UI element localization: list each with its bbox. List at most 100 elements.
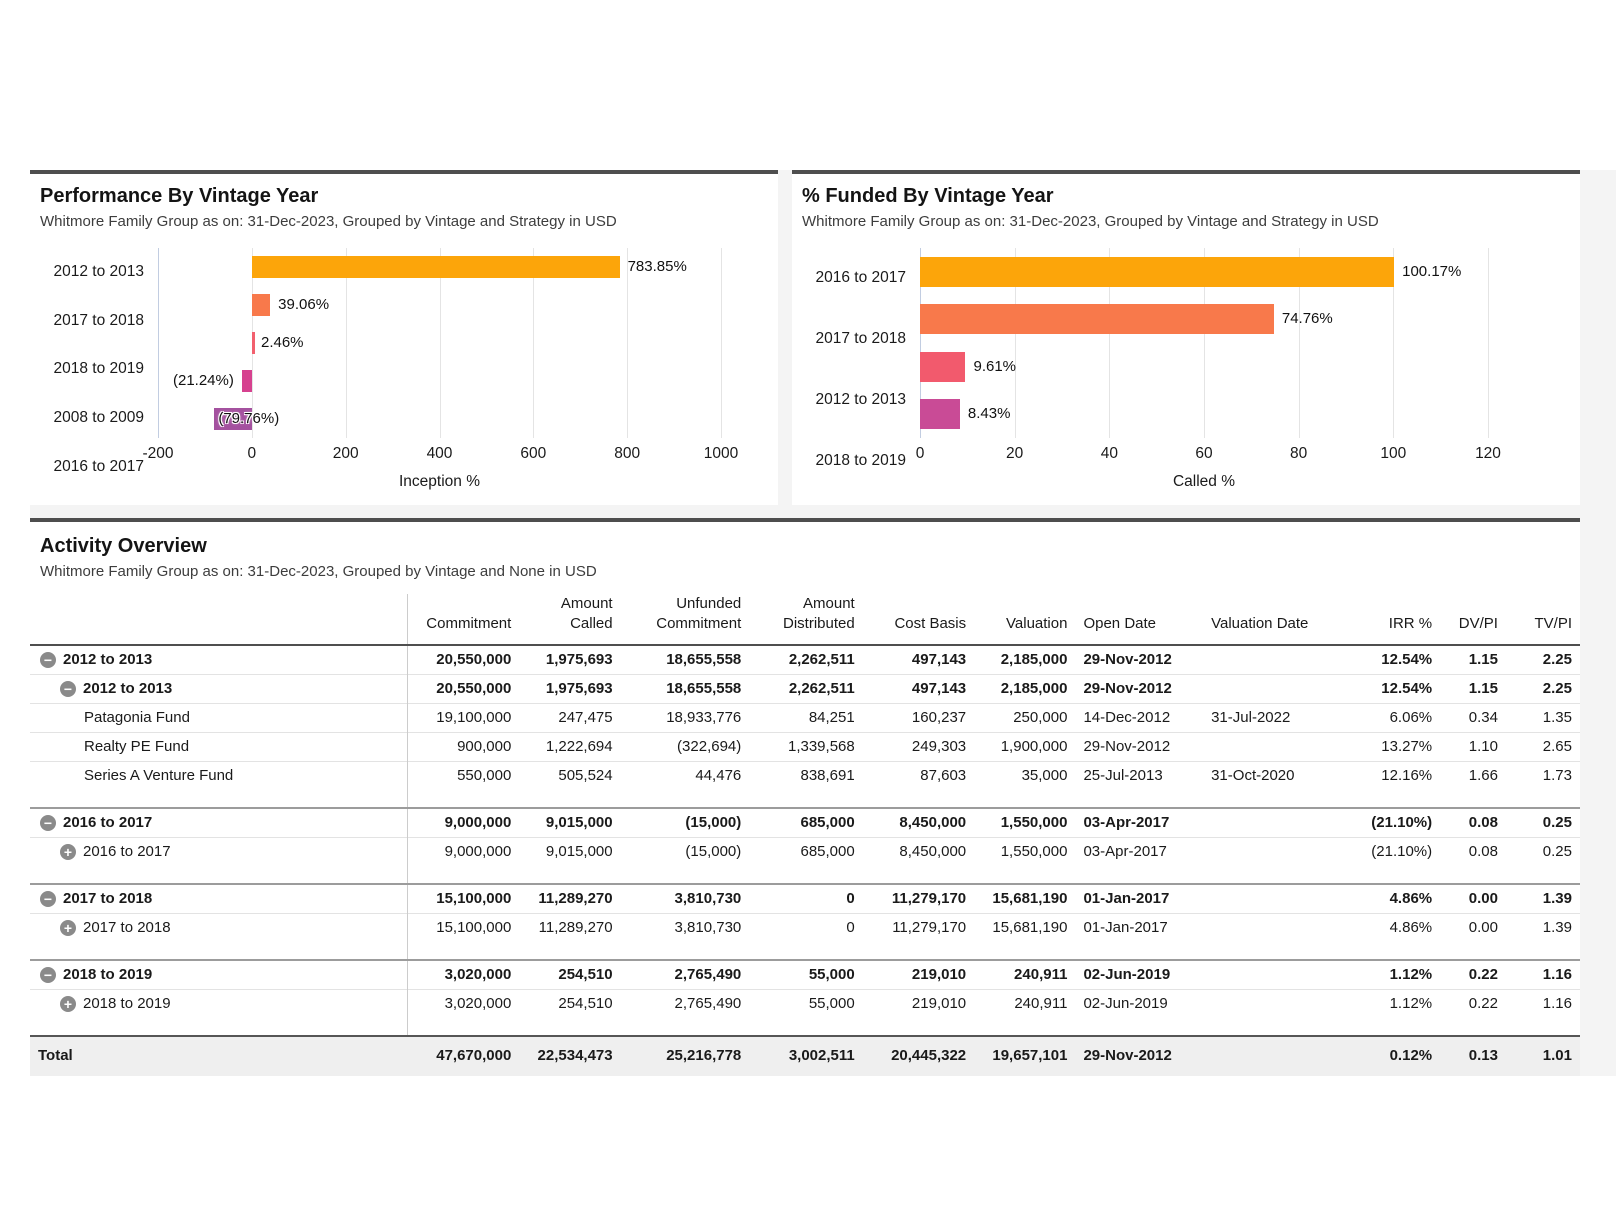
- cell-valuation-date: 31-Oct-2020: [1203, 761, 1319, 808]
- cell-unfunded-commitment: 18,655,558: [666, 651, 742, 668]
- table-body: −2012 to 2013 20,550,000 1,975,693 18,655,5…: [30, 645, 1580, 1076]
- bar-2008-to-2009[interactable]: [241, 370, 252, 392]
- row-label-wrap: +2016 to 2017: [38, 843, 399, 861]
- row-label: 2016 to 2017: [83, 843, 171, 860]
- cell-commitment: 47,670,000: [407, 1035, 520, 1076]
- cell-dv-pi: 1.15: [1468, 651, 1498, 668]
- expand-plus-icon[interactable]: +: [60, 844, 76, 860]
- table-subtitle: Whitmore Family Group as on: 31-Dec-2023…: [40, 563, 597, 580]
- cell-tv-pi: 1.16: [1505, 959, 1580, 990]
- cell-valuation-date: [1203, 807, 1319, 838]
- activity-overview-panel: Activity Overview Whitmore Family Group …: [30, 518, 1580, 1076]
- cell-tv-pi: 0.25: [1505, 837, 1580, 884]
- category-axis: 2012 to 2013 2017 to 2018 2018 to 2019 2008…: [40, 248, 158, 491]
- bar-value-label: (79.76%): [218, 410, 280, 427]
- cell-commitment: 9,000,000: [407, 837, 520, 884]
- dashboard: Performance By Vintage Year Whitmore Fam…: [30, 170, 1616, 1076]
- row-label: 2018 to 2019: [83, 995, 171, 1012]
- cell-amount-called: 247,475: [519, 703, 621, 733]
- cell-tv-pi: 2.25: [1542, 651, 1572, 668]
- cell-cost-basis: 20,445,322: [862, 1035, 975, 1076]
- cell-amount-called: 1,975,693: [545, 651, 613, 668]
- row-label: Patagonia Fund: [84, 709, 190, 726]
- cell-open-date: 29-Nov-2012: [1083, 651, 1172, 668]
- category-label-2016-to-2017: 2016 to 2017: [53, 457, 144, 475]
- x-axis-title: Called %: [1172, 473, 1236, 490]
- cell-amount-distributed: 55,000: [749, 989, 863, 1036]
- bar-2018-to-2019[interactable]: [251, 332, 255, 354]
- axis-tick-label: 400: [426, 445, 453, 462]
- cell-row-label: −2017 to 2018: [30, 883, 408, 914]
- table-row-fund-series-a-venture-fund: Series A Venture Fund 550,000 505,524 44,47…: [30, 761, 1580, 808]
- collapse-minus-icon[interactable]: −: [40, 967, 56, 983]
- cell-row-label: Realty PE Fund: [30, 732, 408, 762]
- cell-irr: 12.16%: [1318, 761, 1441, 808]
- gridline: [627, 248, 629, 438]
- cell-open-date: 01-Jan-2017: [1075, 913, 1204, 960]
- cell-irr: 4.86%: [1318, 883, 1441, 914]
- collapse-minus-icon[interactable]: −: [60, 681, 76, 697]
- collapse-minus-icon[interactable]: −: [40, 652, 56, 668]
- gridline: [1204, 248, 1205, 438]
- cell-open-date: 29-Nov-2012: [1075, 732, 1204, 762]
- category-label-2008-to-2009: 2008 to 2009: [53, 409, 144, 427]
- row-label-wrap: +2018 to 2019: [38, 995, 399, 1013]
- cell-open-date: 25-Jul-2013: [1075, 761, 1204, 808]
- bar-2017-to-2018[interactable]: [251, 294, 271, 316]
- cell-valuation: 240,911: [974, 989, 1076, 1036]
- bar-2017-to-2018[interactable]: [920, 304, 1274, 335]
- cell-cost-basis: 11,279,170: [862, 913, 975, 960]
- cell-irr: (21.10%): [1318, 837, 1441, 884]
- column-header-unfunded-commitment: Unfunded Commitment: [620, 594, 750, 646]
- cell-valuation: 15,681,190: [974, 913, 1076, 960]
- bar-2016-to-2017[interactable]: [920, 256, 1395, 287]
- bar-2016-to-2017[interactable]: [214, 408, 252, 430]
- row-label-wrap: −2017 to 2018: [38, 890, 399, 908]
- bar-2012-to-2013[interactable]: [251, 256, 620, 278]
- cell-amount-called: 22,534,473: [519, 1035, 621, 1076]
- cell-valuation: 15,681,190: [974, 883, 1076, 914]
- row-label-wrap: Realty PE Fund: [38, 738, 399, 756]
- column-header-open-date: Open Date: [1075, 594, 1204, 646]
- axis-tick-label: 0: [915, 445, 925, 462]
- cell-dv-pi: 0.08: [1440, 837, 1506, 884]
- table-row-fund-realty-pe-fund: Realty PE Fund 900,000 1,222,694 (322,694) 1…: [30, 732, 1580, 762]
- cell-commitment: 3,020,000: [407, 959, 520, 990]
- table-row-fund-patagonia-fund: Patagonia Fund 19,100,000 247,475 18,933,77…: [30, 703, 1580, 733]
- cell-amount-distributed: 2,262,511: [749, 674, 863, 704]
- collapse-minus-icon[interactable]: −: [40, 891, 56, 907]
- cell-amount-distributed: 838,691: [749, 761, 863, 808]
- cell-cost-basis: 8,450,000: [862, 807, 975, 838]
- collapse-minus-icon[interactable]: −: [40, 815, 56, 831]
- bar-2018-to-2019[interactable]: [920, 399, 960, 430]
- cell-commitment: 20,550,000: [407, 645, 520, 675]
- chart-area: 2016 to 2017 2017 to 2018 2012 to 2013 2018…: [802, 248, 1568, 491]
- bar-2012-to-2013[interactable]: [920, 351, 966, 382]
- header-row: Commitment Amount Called Unfunded Commitme…: [30, 594, 1580, 646]
- category-label-2018-to-2019: 2018 to 2019: [815, 451, 906, 469]
- chart-subtitle: Whitmore Family Group as on: 31-Dec-2023…: [40, 213, 617, 230]
- cell-valuation: 35,000: [974, 761, 1076, 808]
- row-label: Realty PE Fund: [84, 738, 190, 755]
- axis-tick-label: 80: [1290, 445, 1308, 462]
- cell-unfunded-commitment: 3,810,730: [620, 913, 750, 960]
- column-header-irr: IRR %: [1318, 594, 1441, 646]
- cell-row-label: −2018 to 2019: [30, 959, 408, 990]
- cell-row-label: +2017 to 2018: [30, 913, 408, 960]
- column-header-tv-pi: TV/PI: [1505, 594, 1580, 646]
- cell-open-date: 03-Apr-2017: [1075, 837, 1204, 884]
- cell-open-date: 29-Nov-2012: [1075, 674, 1204, 704]
- table-row-sub-2016-to-2017: +2016 to 2017 9,000,000 9,015,000 (15,000) 6…: [30, 837, 1580, 884]
- bar-value-label: 8.43%: [967, 405, 1011, 423]
- plot-area: 783.85% 39.06% 2.46% (21.24%) (79.76%): [158, 248, 722, 438]
- table-row-group-2017-to-2018: −2017 to 2018 15,100,000 11,289,270 3,810,7…: [30, 883, 1580, 914]
- cell-dv-pi: 1.10: [1440, 732, 1506, 762]
- cell-irr: 12.54%: [1318, 674, 1441, 704]
- expand-plus-icon[interactable]: +: [60, 996, 76, 1012]
- bar-value-label: 783.85%: [627, 258, 687, 275]
- chart-subtitle: Whitmore Family Group as on: 31-Dec-2023…: [802, 213, 1379, 230]
- cell-dv-pi: 0.22: [1440, 989, 1506, 1036]
- expand-plus-icon[interactable]: +: [60, 920, 76, 936]
- cell-cost-basis: 160,237: [862, 703, 975, 733]
- cell-open-date: 03-Apr-2017: [1075, 807, 1204, 838]
